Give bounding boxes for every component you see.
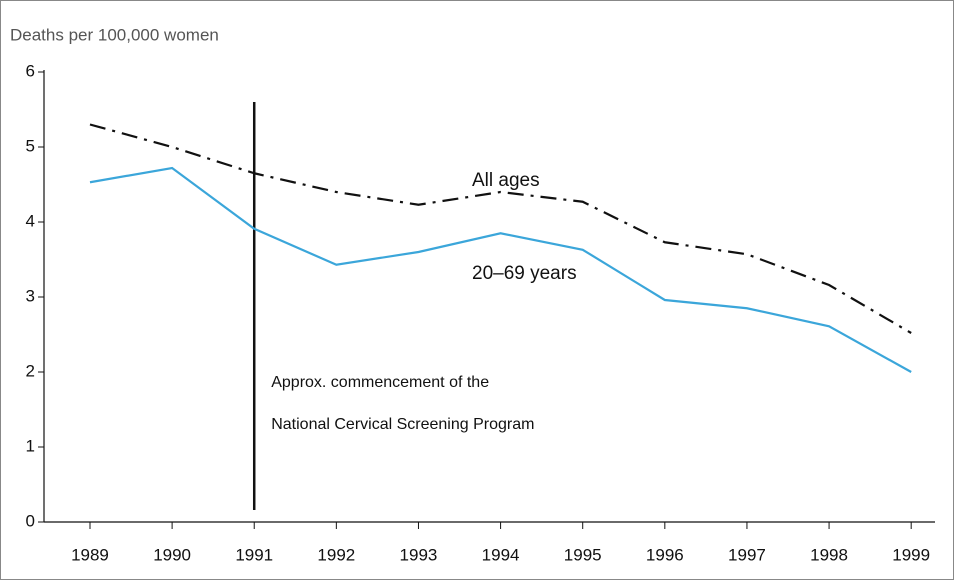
x-tick-label: 1999: [892, 545, 930, 564]
x-tick-label: 1994: [482, 545, 520, 564]
y-tick-label: 3: [26, 286, 35, 305]
y-tick-label: 5: [26, 136, 35, 155]
x-tick-label: 1998: [810, 545, 848, 564]
y-tick-label: 1: [26, 436, 35, 455]
y-tick-label: 0: [26, 511, 35, 530]
x-tick-label: 1991: [235, 545, 273, 564]
x-tick-label: 1993: [400, 545, 438, 564]
x-tick-label: 1990: [153, 545, 191, 564]
x-tick-label: 1995: [564, 545, 602, 564]
y-tick-label: 6: [26, 61, 35, 80]
x-tick-label: 1997: [728, 545, 766, 564]
y-axis-label: Deaths per 100,000 women: [10, 25, 219, 44]
annotation-text: Approx. commencement of the: [271, 374, 489, 391]
series-line: [89, 166, 912, 373]
y-tick-label: 2: [26, 361, 35, 380]
y-tick-label: 4: [26, 211, 35, 230]
series-line: [89, 123, 912, 334]
series-label: All ages: [472, 170, 540, 191]
x-tick-label: 1996: [646, 545, 684, 564]
series-label: 20–69 years: [472, 263, 577, 284]
x-tick-label: 1992: [317, 545, 355, 564]
x-tick-label: 1989: [71, 545, 109, 564]
annotation-text: National Cervical Screening Program: [271, 416, 534, 433]
